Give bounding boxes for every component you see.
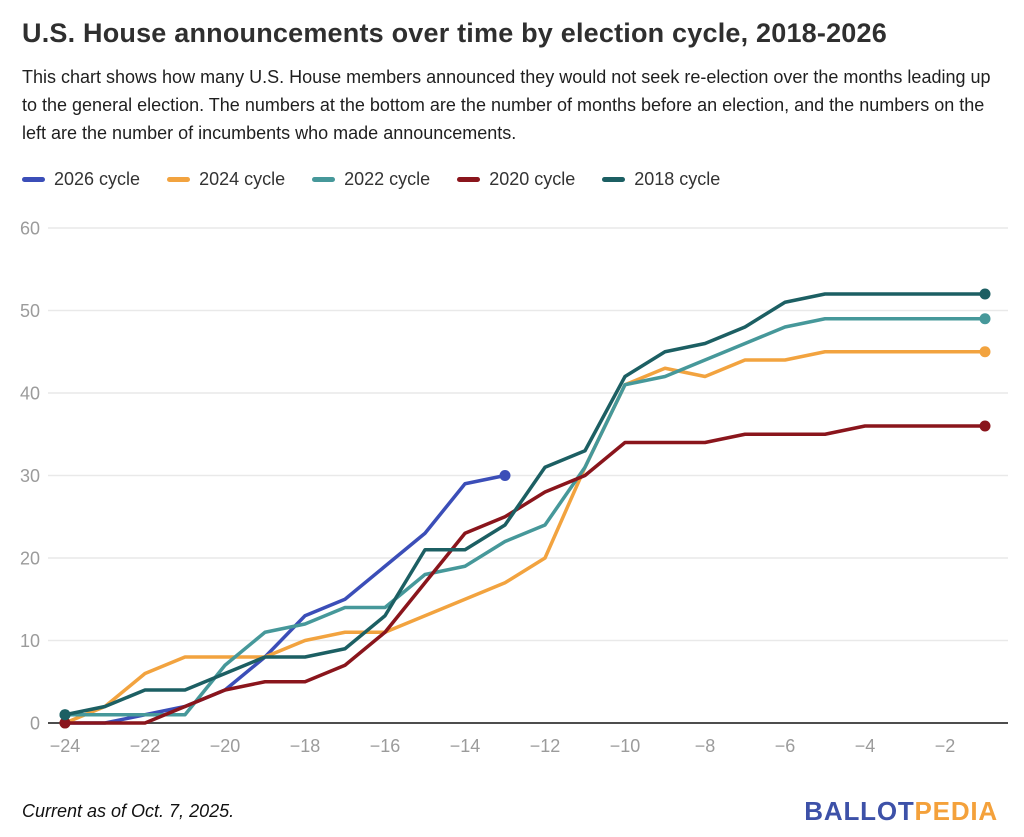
- chart-area: 0 10 20 30 40 50 60 −24 −22 −20 −18 −16 −14 −12 −10 −8 −…: [0, 210, 1024, 776]
- y-tick-label-30: 30: [20, 466, 40, 486]
- series-line-2018-cycle: [63, 292, 987, 717]
- x-tick-label--16: −16: [370, 736, 401, 756]
- legend-swatch-icon: [602, 177, 626, 182]
- chart-header: U.S. House announcements over time by el…: [0, 0, 1024, 147]
- current-as-of-note: Current as of Oct. 7, 2025.: [22, 801, 235, 821]
- ballotpedia-logo: BALLOTPEDIA: [804, 796, 998, 827]
- y-tick-label-10: 10: [20, 631, 40, 651]
- series-endpoint-dot-2022-cycle: [979, 313, 991, 325]
- chart-svg: 0 10 20 30 40 50 60 −24 −22 −20 −18 −16 −14 −12 −10 −8 −…: [20, 219, 1008, 756]
- legend-item-2024-cycle: 2024 cycle: [167, 169, 285, 190]
- x-tick-label--6: −6: [775, 736, 796, 756]
- series-endpoint-dot-2020-cycle: [979, 420, 991, 432]
- legend-swatch-icon: [457, 177, 481, 182]
- y-tick-label-40: 40: [20, 384, 40, 404]
- page-title: U.S. House announcements over time by el…: [22, 18, 887, 48]
- legend-label: 2026 cycle: [54, 169, 141, 189]
- x-tick-label--22: −22: [130, 736, 161, 756]
- chart-legend: 2026 cycle 2024 cycle 2022 cycle 2020 cycle…: [22, 169, 1024, 190]
- x-tick-label--14: −14: [450, 736, 481, 756]
- y-tick-label-20: 20: [20, 549, 40, 569]
- series-endpoint-dot-2018-cycle: [59, 709, 71, 721]
- legend-label: 2022 cycle: [344, 169, 431, 189]
- legend-swatch-icon: [167, 177, 191, 182]
- legend-item-2026-cycle: 2026 cycle: [22, 169, 140, 190]
- legend-item-2018-cycle: 2018 cycle: [602, 169, 720, 190]
- y-tick-label-50: 50: [20, 301, 40, 321]
- logo-ballot: BALLOT: [804, 796, 915, 826]
- legend-label: 2018 cycle: [634, 169, 721, 189]
- logo-pedia: PEDIA: [914, 796, 998, 826]
- series-endpoint-dot-2020-cycle: [59, 717, 71, 729]
- series-endpoint-dot-2026-cycle: [499, 470, 511, 481]
- x-tick-label--18: −18: [290, 736, 321, 756]
- series-line-2020-cycle: [63, 424, 987, 725]
- legend-item-2020-cycle: 2020 cycle: [457, 169, 575, 190]
- chart-footer: Current as of Oct. 7, 2025. BALLOTPEDIA: [0, 796, 1024, 827]
- y-tick-label-0: 0: [30, 714, 40, 734]
- legend-item-2022-cycle: 2022 cycle: [312, 169, 430, 190]
- x-tick-label--8: −8: [695, 736, 716, 756]
- y-tick-label-60: 60: [20, 219, 40, 239]
- x-tick-label--20: −20: [210, 736, 241, 756]
- series-endpoint-dot-2024-cycle: [979, 346, 991, 358]
- x-tick-label--10: −10: [610, 736, 641, 756]
- series-line-2022-cycle: [63, 317, 987, 717]
- legend-swatch-icon: [312, 177, 336, 182]
- x-tick-label--24: −24: [50, 736, 81, 756]
- series-endpoint-dot-2018-cycle: [979, 288, 991, 300]
- legend-label: 2020 cycle: [489, 169, 576, 189]
- x-tick-label--2: −2: [935, 736, 956, 756]
- legend-swatch-icon: [22, 177, 45, 182]
- legend-label: 2024 cycle: [199, 169, 286, 189]
- series-line-2024-cycle: [63, 350, 987, 725]
- x-tick-label--12: −12: [530, 736, 561, 756]
- chart-description: This chart shows how many U.S. House mem…: [22, 67, 991, 143]
- x-tick-label--4: −4: [855, 736, 876, 756]
